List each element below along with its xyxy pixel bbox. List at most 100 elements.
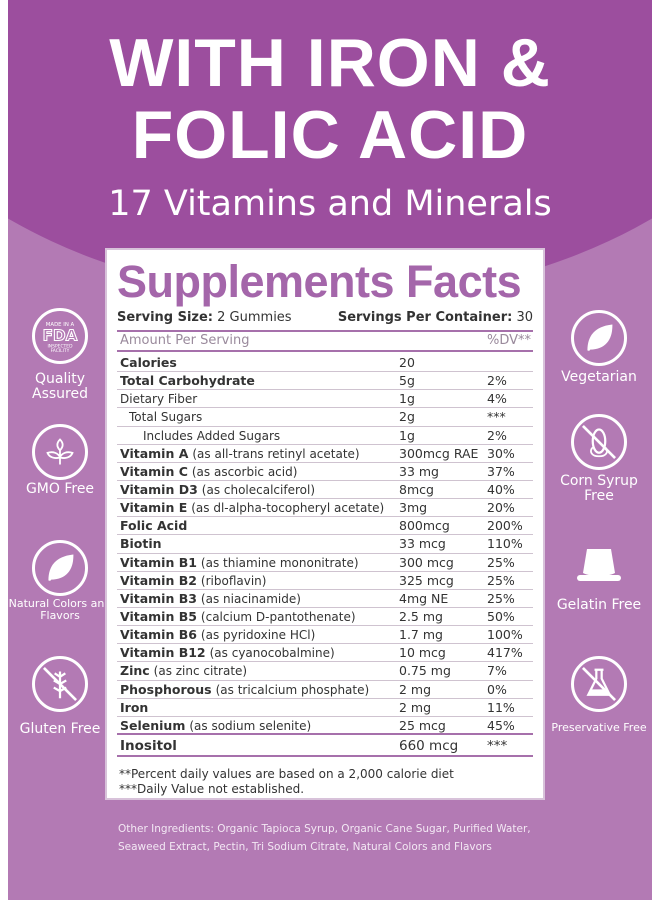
nutrient-detail: (as all-trans retinyl acetate) xyxy=(192,446,360,461)
table-row: Vitamin A (as all-trans retinyl acetate)… xyxy=(117,445,533,463)
nutrient-name: Vitamin A xyxy=(120,445,189,461)
nutrient-dv: 30% xyxy=(487,445,515,461)
nutrient-detail: (riboflavin) xyxy=(200,573,267,588)
nutrient-name: Vitamin B2 xyxy=(120,572,197,588)
headline-line1: WITH IRON & xyxy=(109,25,551,101)
nutrient-name: Vitamin B3 xyxy=(120,590,197,606)
nutrient-name: Vitamin D3 xyxy=(120,481,198,497)
nutrient-detail: (as tricalcium phosphate) xyxy=(215,682,370,697)
headline-line2: FOLIC ACID xyxy=(131,97,529,173)
svg-text:FDA: FDA xyxy=(43,326,78,344)
nutrient-dv: 100% xyxy=(487,627,523,643)
footnotes: **Percent daily values are based on a 2,… xyxy=(119,767,454,796)
serving-size: Serving Size: 2 Gummies xyxy=(117,310,292,325)
nutrient-name: Biotin xyxy=(120,536,162,552)
nutrient-name: Folic Acid xyxy=(120,518,188,534)
nutrient-detail: (as zinc citrate) xyxy=(153,664,248,679)
badge-label: Corn Syrup Free xyxy=(560,473,638,504)
table-row: Calories 20 xyxy=(117,354,533,373)
nutrient-dv: 7% xyxy=(487,663,507,679)
nutrient-amount: 1.7 mg xyxy=(399,627,443,643)
nutrient-amount: 325 mcg xyxy=(399,572,454,588)
sprout-icon xyxy=(32,424,88,480)
table-row: Vitamin B5 (calcium D-pantothenate) 2.5 m… xyxy=(117,608,533,627)
no-wheat-icon xyxy=(32,656,88,712)
table-row: Total Carbohydrate 5g 2% xyxy=(117,372,533,391)
nutrient-name: Vitamin B6 xyxy=(120,627,197,643)
nutrient-name: Total Carbohydrate xyxy=(120,373,255,389)
badge-label: GMO Free xyxy=(25,481,95,497)
nutrient-dv: 25% xyxy=(487,590,515,606)
svg-text:MADE IN A: MADE IN A xyxy=(46,322,75,328)
nutrient-name: Iron xyxy=(120,699,149,715)
label-title: Supplements Facts xyxy=(117,256,522,307)
nutrient-amount: 2 mg xyxy=(399,681,432,697)
nutrient-dv: 25% xyxy=(487,572,515,588)
table-row: Iron 2 mg 11% xyxy=(117,699,533,717)
supplement-facts-label: Supplements Facts Serving Size: 2 Gummie… xyxy=(105,248,545,800)
no-flask-icon xyxy=(571,656,627,712)
nutrient-detail: (calcium D-pantothenate) xyxy=(200,609,356,624)
table-row: Zinc (as zinc citrate) 0.75 mg 7% xyxy=(117,662,533,681)
nutrient-dv: 200% xyxy=(487,518,523,534)
nutrient-name: Total Sugars xyxy=(129,410,203,425)
nutrient-amount: 0.75 mg xyxy=(399,663,451,679)
gelatin-icon xyxy=(571,535,627,591)
nutrient-name: Vitamin C xyxy=(120,463,188,479)
table-row: Dietary Fiber 1g 4% xyxy=(117,390,533,409)
nutrient-amount: 300 mcg xyxy=(399,554,454,570)
nutrient-detail: (as ascorbic acid) xyxy=(191,464,298,479)
table-row: Vitamin B6 (as pyridoxine HCl) 1.7 mg 100% xyxy=(117,626,533,645)
no-corn-icon xyxy=(571,414,627,470)
nutrient-dv: 37% xyxy=(487,463,515,479)
nutrient-amount: 20 xyxy=(399,355,415,370)
nutrient-detail: (as sodium selenite) xyxy=(189,718,312,733)
nutrient-detail: (as pyridoxine HCl) xyxy=(200,628,316,643)
nutrient-name: Vitamin E xyxy=(120,500,188,516)
nutrient-amount: 33 mg xyxy=(399,463,439,479)
table-row: Vitamin B1 (as thiamine mononitrate) 300 … xyxy=(117,554,533,572)
nutrient-name: Zinc xyxy=(120,663,150,679)
nutrient-detail: (as thiamine mononitrate) xyxy=(200,555,359,570)
nutrient-detail: (as cyanocobalmine) xyxy=(209,646,335,661)
table-row: Phosphorous (as tricalcium phosphate) 2 m… xyxy=(117,681,533,699)
nutrient-amount: 4mg NE xyxy=(399,590,449,606)
nutrient-amount: 8mcg xyxy=(399,481,434,497)
nutrient-detail: (as niacinamide) xyxy=(200,591,301,606)
nutrient-table: Calories 20 Total Carbohydrate 5g 2% Dietar… xyxy=(117,354,533,757)
nutrient-amount: 2.5 mg xyxy=(399,608,443,624)
nutrient-amount: 3mg xyxy=(399,500,428,516)
nutrient-amount: 2g xyxy=(399,409,415,425)
nutrient-amount: 10 mcg xyxy=(399,645,446,661)
nutrient-detail: (as dl-alpha-tocopheryl acetate) xyxy=(191,501,385,516)
fda-icon: MADE IN A FDA INSPECTED FACILITY xyxy=(32,308,88,364)
nutrient-dv: 2% xyxy=(487,427,507,443)
nutrient-detail: (as cholecalciferol) xyxy=(201,482,315,497)
nutrient-amount: 1g xyxy=(399,427,415,443)
nutrient-dv: 45% xyxy=(487,717,515,733)
badge-label: Natural Colors and Flavors xyxy=(8,597,112,622)
nutrient-amount: 2 mg xyxy=(399,699,432,715)
nutrient-amount: 5g xyxy=(399,373,415,389)
leaf-icon xyxy=(571,310,627,366)
amount-header: Amount Per Serving %DV** xyxy=(117,330,533,352)
table-row: Vitamin B12 (as cyanocobalmine) 10 mcg 417… xyxy=(117,644,533,663)
nutrient-name: Includes Added Sugars xyxy=(143,428,281,443)
nutrient-name: Vitamin B5 xyxy=(120,608,197,624)
nutrient-dv: 50% xyxy=(487,608,515,624)
badge-label: Gelatin Free xyxy=(556,597,642,613)
nutrient-amount: 800mcg xyxy=(399,518,450,534)
table-row: Vitamin C (as ascorbic acid) 33 mg 37% xyxy=(117,463,533,481)
nutrient-name: Phosphorous xyxy=(120,681,212,697)
table-row: Total Sugars 2g *** xyxy=(117,408,533,427)
table-row-inositol: Inositol 660 mcg *** xyxy=(117,735,533,757)
table-row: Vitamin B2 (riboflavin) 325 mcg 25% xyxy=(117,572,533,590)
nutrient-amount: 25 mcg xyxy=(399,717,446,733)
nutrient-amount: 1g xyxy=(399,391,415,407)
nutrient-dv: 11% xyxy=(487,699,515,715)
servings-per-container: Servings Per Container: 30 xyxy=(337,310,533,325)
nutrient-name: Vitamin B1 xyxy=(120,554,197,570)
table-row: Vitamin B3 (as niacinamide) 4mg NE 25% xyxy=(117,590,533,608)
nutrient-dv: 20% xyxy=(487,500,515,516)
table-row: Biotin 33 mcg 110% xyxy=(117,535,533,554)
